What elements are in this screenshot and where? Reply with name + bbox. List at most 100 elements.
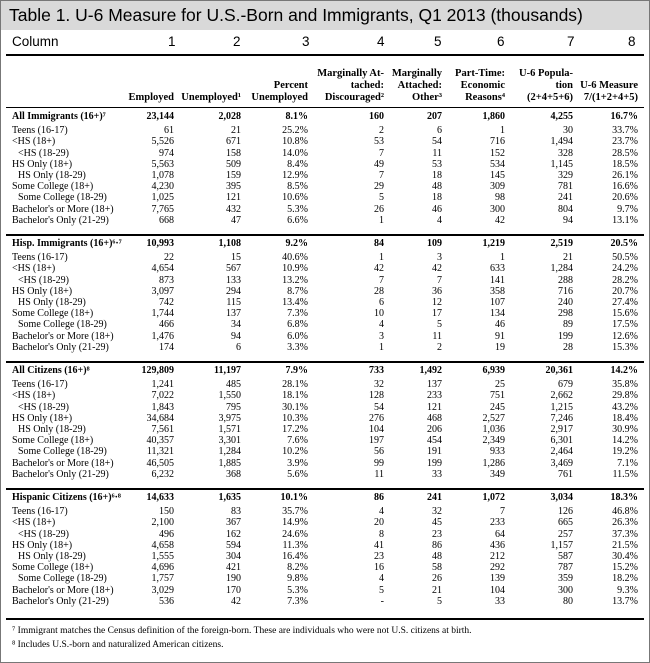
table-cell: 28.5% <box>612 147 638 159</box>
table-cell: 41 <box>374 539 384 551</box>
table-cell: 207 <box>427 111 442 122</box>
table-row: Bachelor's or More (18+) 3,029 170 5.3% 5 21 1… <box>0 585 650 596</box>
table-cell: 1 <box>379 252 384 264</box>
table-cell: 11,197 <box>214 365 241 376</box>
table-cell: 150 <box>159 506 174 518</box>
table-row: Bachelor's Only (21-29) 536 42 7.3% - 5 33 80 13… <box>0 596 650 607</box>
column-header-line: Marginally At- <box>317 68 384 79</box>
table-cell: 46 <box>495 319 505 331</box>
row-label: Some College (18-29) <box>18 446 107 458</box>
row-label: Some College (18-29) <box>18 319 107 331</box>
table-cell: 174 <box>159 341 174 353</box>
column-header-line: Reasons⁴ <box>465 92 505 103</box>
column-header-line: U-6 Measure <box>580 80 638 91</box>
row-label: HS Only (18-29) <box>18 170 86 181</box>
row-label: Bachelor's Only (21-29) <box>12 341 109 353</box>
table-cell: 7 <box>437 274 442 286</box>
table-cell: 359 <box>558 573 573 585</box>
table-cell: 17 <box>432 308 442 320</box>
table-cell: 15 <box>231 252 241 264</box>
table-cell: 42 <box>231 595 241 607</box>
table-cell: 46,505 <box>146 457 175 469</box>
table-cell: 42 <box>374 263 384 275</box>
table-cell: 2,100 <box>151 517 175 529</box>
table-row: Some College (18+) 4,230 395 8.5% 29 48 309 781… <box>0 181 650 192</box>
table-cell: 83 <box>231 506 241 518</box>
column-header-line: Percent <box>273 80 308 91</box>
table-cell: 421 <box>226 562 241 574</box>
footnote: ⁷ Immigrant matches the Census definitio… <box>12 626 472 636</box>
row-label: Teens (16-17) <box>12 125 68 137</box>
table-cell: 24.2% <box>612 263 638 275</box>
table-cell: 30.9% <box>612 424 638 435</box>
table-group-row: All Immigrants (16+)⁷ 23,144 2,028 8.1% 160 2… <box>0 111 650 122</box>
table-cell: 1,571 <box>218 424 242 435</box>
table-cell: 12.9% <box>282 170 308 181</box>
table-cell: 13.1% <box>612 214 638 226</box>
row-label: Some College (18-29) <box>18 573 107 585</box>
table-cell: 33 <box>432 468 442 480</box>
table-cell: 4 <box>379 506 384 518</box>
table-cell: 18.4% <box>612 412 638 424</box>
table-cell: 16.4% <box>282 551 308 562</box>
table-cell: 32 <box>432 506 442 518</box>
row-label: All Citizens (16+)⁸ <box>12 365 90 376</box>
table-cell: 159 <box>226 170 241 181</box>
row-label: All Immigrants (16+)⁷ <box>12 111 106 122</box>
table-cell: 11 <box>374 468 384 480</box>
row-label: Bachelor's Only (21-29) <box>12 214 109 226</box>
table-cell: 294 <box>226 285 241 297</box>
table-cell: 121 <box>427 401 442 413</box>
table-cell: 104 <box>369 424 384 435</box>
table-cell: 257 <box>558 528 573 540</box>
table-cell: 300 <box>490 203 505 215</box>
table-cell: 328 <box>558 147 573 159</box>
table-cell: 8.7% <box>287 285 308 297</box>
table-cell: 49 <box>374 158 384 170</box>
table-cell: 245 <box>490 401 505 413</box>
table-cell: 5 <box>437 595 442 607</box>
row-label: HS Only (18-29) <box>18 297 86 308</box>
table-cell: 1,078 <box>151 170 175 181</box>
table-cell: 10.9% <box>282 263 308 275</box>
table-cell: 48 <box>432 551 442 562</box>
table-cell: 7,765 <box>151 203 175 215</box>
table-cell: 158 <box>226 147 241 159</box>
column-header-line: Unemployed¹ <box>181 92 241 103</box>
table-cell: 30 <box>563 125 573 137</box>
table-cell: 20.5% <box>610 238 639 249</box>
table-cell: 64 <box>495 528 505 540</box>
table-cell: 47 <box>231 214 241 226</box>
column-header-line: tion <box>555 80 573 91</box>
row-label: Some College (18-29) <box>18 192 107 204</box>
table-cell: 21.5% <box>612 539 638 551</box>
table-cell: 13.4% <box>282 297 308 308</box>
table-cell: 26.1% <box>612 170 638 181</box>
table-cell: 8.5% <box>287 181 308 193</box>
row-label: HS Only (18+) <box>12 412 73 424</box>
table-cell: 534 <box>490 158 505 170</box>
table-cell: 679 <box>558 379 573 391</box>
table-cell: 17.2% <box>282 424 308 435</box>
section-rule <box>6 361 644 363</box>
table-cell: 199 <box>558 330 573 342</box>
table-cell: 1,286 <box>482 457 506 469</box>
table-cell: 28 <box>374 285 384 297</box>
table-group-row: All Citizens (16+)⁸ 129,809 11,197 7.9% 733 1… <box>0 365 650 376</box>
table-cell: 2 <box>379 125 384 137</box>
row-label: Teens (16-17) <box>12 506 68 518</box>
table-title: Table 1. U-6 Measure for U.S.-Born and I… <box>9 5 583 25</box>
column-header-line: (2+4+5+6) <box>527 92 573 103</box>
table-cell: 292 <box>490 562 505 574</box>
table-cell: 6,301 <box>550 435 574 447</box>
table-row: <HS (18+) 7,022 1,550 18.1% 128 233 751 2,662 29… <box>0 390 650 401</box>
table-cell: 141 <box>490 274 505 286</box>
table-cell: 104 <box>490 584 505 596</box>
table-cell: 6 <box>236 341 241 353</box>
column-number: 7 <box>567 34 575 49</box>
table-cell: 14.2% <box>612 435 638 447</box>
row-label: HS Only (18+) <box>12 158 73 170</box>
table-cell: 8.1% <box>285 111 309 122</box>
table-row: Teens (16-17) 61 21 25.2% 2 6 1 30 33.7% <box>0 125 650 136</box>
table-cell: 276 <box>369 412 384 424</box>
